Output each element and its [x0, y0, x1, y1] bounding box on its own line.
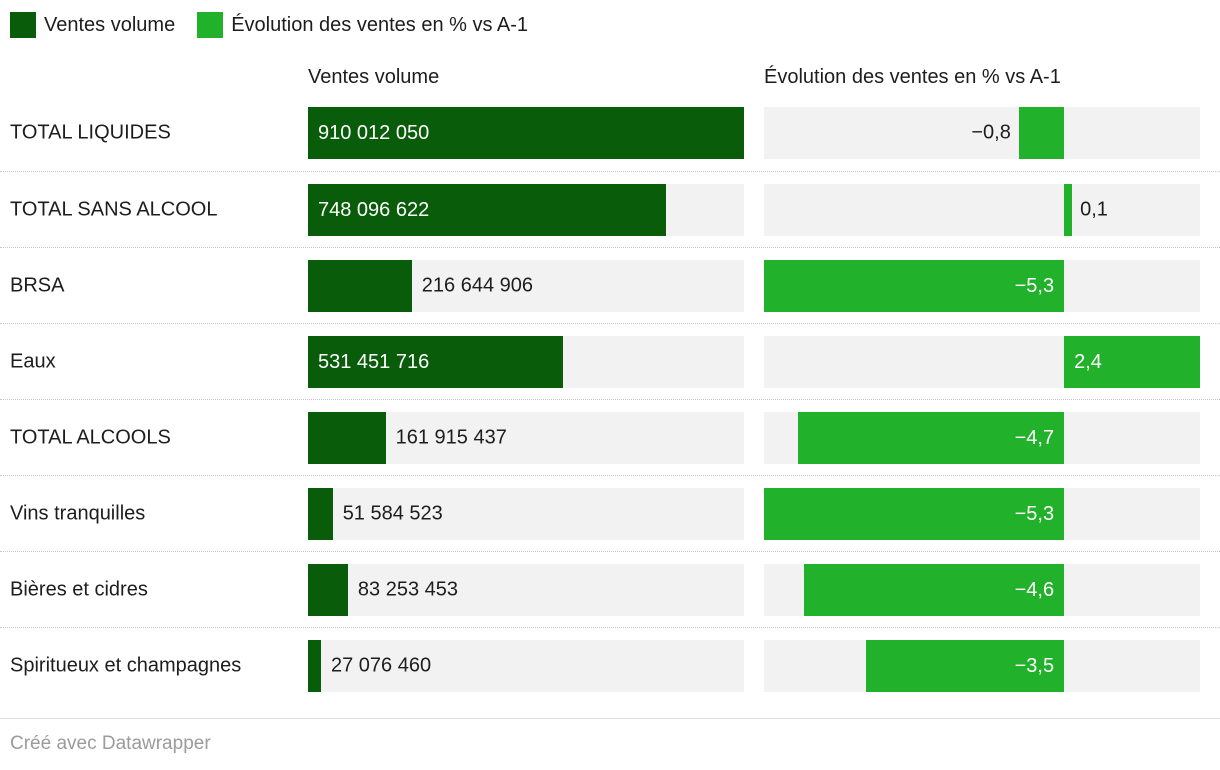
category-label: TOTAL LIQUIDES	[10, 121, 171, 144]
evolution-bar-track: −5,3	[764, 488, 1200, 540]
volume-value-label: 51 584 523	[342, 502, 443, 525]
evolution-bar-track: 2,4	[764, 336, 1200, 388]
datawrapper-credit-link[interactable]: Créé avec Datawrapper	[10, 733, 211, 754]
volume-bar: 748 096 622	[308, 184, 667, 236]
evolution-bar-track: −3,5	[764, 640, 1200, 692]
volume-bar: 531 451 716	[308, 336, 563, 388]
volume-bar	[308, 488, 333, 540]
volume-bar-track: 748 096 622	[308, 184, 744, 236]
legend-label: Évolution des ventes en % vs A-1	[231, 13, 529, 36]
table-row: BRSA 216 644 906 −5,3	[0, 247, 1220, 323]
evolution-bar-track: −4,7	[764, 412, 1200, 464]
evolution-bar-track: −5,3	[764, 260, 1200, 312]
legend-item: Évolution des ventes en % vs A-1	[197, 12, 528, 38]
category-label: Bières et cidres	[10, 578, 148, 600]
volume-bar-track: 531 451 716	[308, 336, 744, 388]
volume-bar	[308, 564, 348, 616]
volume-bar-track: 83 253 453	[308, 564, 744, 616]
evolution-bar: −4,7	[798, 412, 1065, 464]
evolution-bar: 2,4	[1064, 336, 1200, 388]
table-row: Bières et cidres 83 253 453 −4,6	[0, 551, 1220, 627]
table-row: Eaux 531 451 716 2,4	[0, 323, 1220, 399]
column-header-volume: Ventes volume	[308, 66, 440, 88]
evolution-value-label: −0,8	[971, 121, 1011, 144]
footer: Créé avec Datawrapper	[0, 718, 1220, 770]
evolution-value-label: 0,1	[1080, 198, 1108, 221]
evolution-bar-track: 0,1	[764, 184, 1200, 236]
volume-bar	[308, 640, 321, 692]
category-label: TOTAL SANS ALCOOL	[10, 198, 218, 220]
volume-value-label: 216 644 906	[421, 274, 534, 297]
evolution-value-label: 2,4	[1074, 350, 1102, 373]
evolution-bar: −5,3	[764, 260, 1065, 312]
table-row: TOTAL SANS ALCOOL 748 096 622 0,1	[0, 171, 1220, 247]
category-label: BRSA	[10, 274, 65, 296]
legend-item: Ventes volume	[10, 12, 175, 38]
volume-value-label: 531 451 716	[318, 350, 430, 373]
volume-bar: 910 012 050	[308, 107, 744, 159]
evolution-value-label: −3,5	[1014, 654, 1055, 677]
volume-value-label: 161 915 437	[395, 426, 507, 449]
volume-value-label: 748 096 622	[318, 198, 430, 221]
evolution-bar-track: −0,8	[764, 107, 1200, 159]
evolution-value-label: −4,6	[1014, 578, 1055, 601]
evolution-bar	[1064, 184, 1073, 236]
table-row: TOTAL ALCOOLS 161 915 437 −4,7	[0, 399, 1220, 475]
legend-label: Ventes volume	[44, 13, 176, 36]
legend-swatch-icon	[10, 12, 36, 38]
volume-bar-track: 216 644 906	[308, 260, 744, 312]
evolution-value-label: −4,7	[1014, 426, 1055, 449]
category-label: Vins tranquilles	[10, 502, 146, 524]
evolution-bar: −3,5	[865, 640, 1065, 692]
category-label: Spiritueux et champagnes	[10, 654, 242, 676]
evolution-bar: −5,3	[764, 488, 1065, 540]
legend-swatch-icon	[197, 12, 224, 38]
evolution-bar	[1018, 107, 1065, 159]
volume-bar	[308, 260, 412, 312]
evolution-bar: −4,6	[803, 564, 1065, 616]
volume-bar	[308, 412, 386, 464]
category-label: Eaux	[10, 350, 56, 372]
table-row: Vins tranquilles 51 584 523 −5,3	[0, 475, 1220, 551]
column-header-evolution: Évolution des ventes en % vs A-1	[764, 66, 1061, 88]
table-row: TOTAL LIQUIDES 910 012 050 −0,8	[0, 95, 1220, 171]
table-row: Spiritueux et champagnes 27 076 460 −3,5	[0, 627, 1220, 703]
category-label: TOTAL ALCOOLS	[10, 426, 171, 448]
volume-value-label: 27 076 460	[331, 654, 432, 677]
volume-bar-track: 910 012 050	[308, 107, 744, 159]
chart-rows: TOTAL LIQUIDES 910 012 050 −0,8 TOTAL SANS …	[0, 95, 1220, 703]
volume-bar-track: 161 915 437	[308, 412, 744, 464]
volume-value-label: 910 012 050	[318, 121, 430, 144]
evolution-bar-track: −4,6	[764, 564, 1200, 616]
volume-bar-track: 51 584 523	[308, 488, 744, 540]
evolution-value-label: −5,3	[1014, 274, 1055, 297]
legend: Ventes volume Évolution des ventes en % v…	[10, 12, 528, 38]
evolution-value-label: −5,3	[1014, 502, 1055, 525]
volume-value-label: 83 253 453	[357, 578, 458, 601]
volume-bar-track: 27 076 460	[308, 640, 744, 692]
